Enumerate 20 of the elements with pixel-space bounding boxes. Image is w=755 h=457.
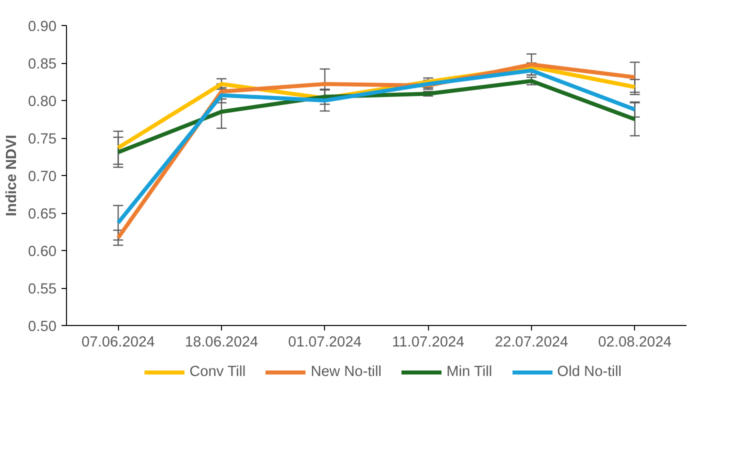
- y-tick-label: 0.50: [28, 319, 57, 335]
- y-tick-label: 0.70: [28, 169, 57, 185]
- x-tick-label: 22.07.2024: [494, 334, 568, 350]
- x-tick-label: 11.07.2024: [392, 334, 464, 350]
- y-tick-label: 0.75: [28, 132, 57, 148]
- y-tick-label: 0.65: [28, 206, 57, 222]
- legend-label: Old No-till: [557, 364, 622, 380]
- y-tick-label: 0.60: [28, 244, 57, 260]
- x-tick-label: 02.08.2024: [598, 334, 672, 350]
- y-tick-label: 0.55: [28, 282, 57, 298]
- x-tick-label: 07.06.2024: [81, 334, 155, 350]
- y-tick-label: 0.85: [28, 56, 57, 72]
- y-tick-label: 0.90: [28, 19, 57, 35]
- x-tick-label: 18.06.2024: [184, 334, 258, 350]
- legend-label: Conv Till: [189, 364, 246, 380]
- legend-label: New No-till: [310, 364, 382, 380]
- y-tick-label: 0.80: [28, 94, 57, 110]
- x-tick-label: 01.07.2024: [288, 334, 362, 350]
- legend-label: Min Till: [446, 364, 492, 380]
- y-axis-title: Indice NDVI: [4, 134, 20, 216]
